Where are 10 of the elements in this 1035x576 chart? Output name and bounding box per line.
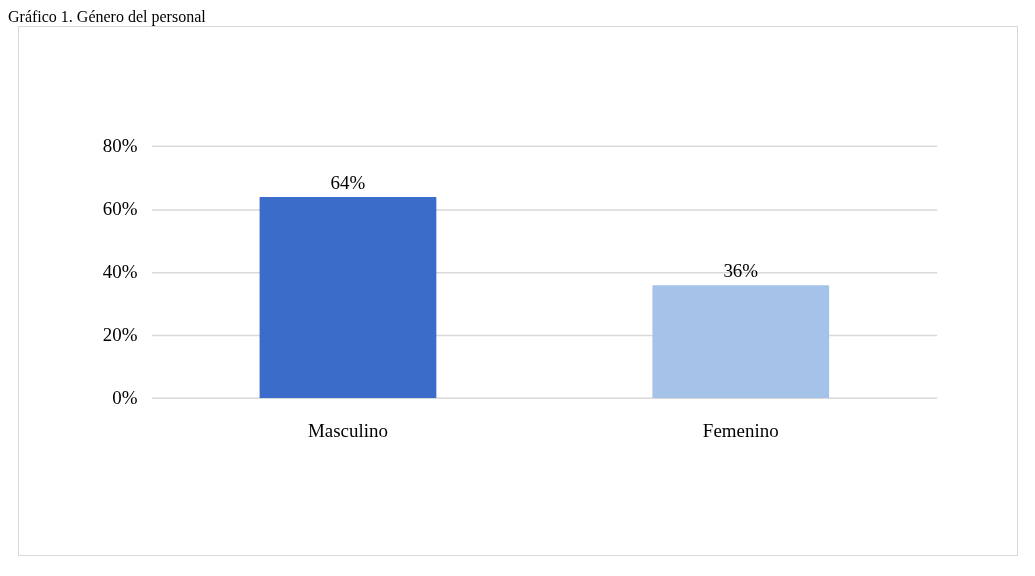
y-tick-label: 80% — [102, 134, 138, 156]
y-tick-label: 0% — [112, 386, 138, 408]
y-tick-label: 20% — [102, 323, 138, 345]
x-tick-label: Masculino — [307, 420, 388, 442]
y-tick-label: 40% — [102, 260, 138, 282]
data-label: 64% — [330, 171, 366, 193]
x-tick-label: Femenino — [702, 420, 779, 442]
chart-title: Gráfico 1. Género del personal — [8, 8, 207, 26]
y-tick-label: 60% — [102, 197, 138, 219]
data-label: 36% — [723, 259, 759, 281]
